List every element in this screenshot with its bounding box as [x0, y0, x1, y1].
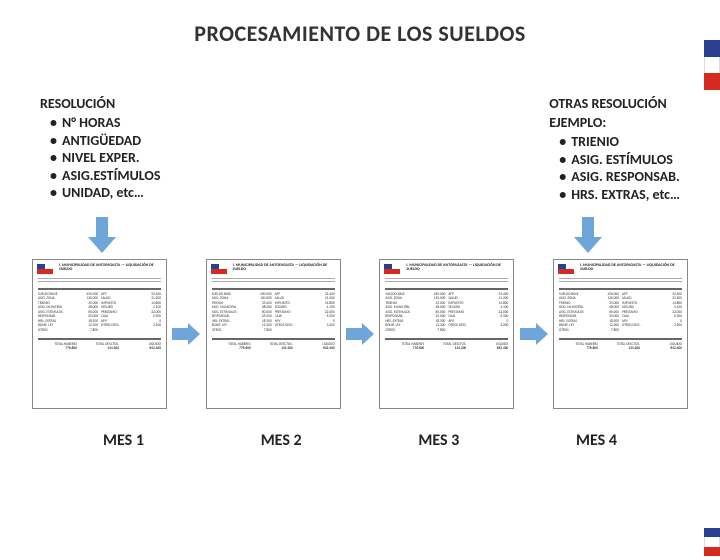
list-item: HRS. EXTRAS, etc…	[559, 186, 680, 204]
doc-title: I. MUNICIPALIDAD DE ANTOFAGASTA — LIQUID…	[406, 264, 509, 273]
flag-decoration-top	[704, 40, 720, 90]
flag-white	[704, 57, 720, 74]
doc-row: OTROS7.800	[385, 328, 445, 333]
doc-title: I. MUNICIPALIDAD DE ANTOFAGASTA — LIQUID…	[59, 264, 162, 273]
doc-row: OTROS7.800	[212, 328, 272, 333]
spacer	[191, 431, 213, 450]
list-item: ASIG. ESTÍMULOS	[559, 151, 680, 169]
chile-flag-icon	[384, 264, 400, 274]
list-item: ANTIGÜEDAD	[50, 132, 160, 150]
resolucion-left-list: N° HORASANTIGÜEDADNIVEL EXPER.ASIG.ESTÍM…	[40, 114, 160, 202]
chile-flag-icon	[558, 264, 574, 274]
resolucion-left-box: RESOLUCIÓN N° HORASANTIGÜEDADNIVEL EXPER…	[40, 95, 160, 203]
doc-row: OTROS DESC.3.200	[275, 323, 335, 328]
list-item: ASIG.ESTÍMULOS	[50, 167, 160, 185]
list-item: ASIG. RESPONSAB.	[559, 168, 680, 186]
resolucion-right-box: OTRAS RESOLUCIÓN EJEMPLO: TRIENIOASIG. E…	[549, 95, 680, 203]
page-title: PROCESAMIENTO DE LOS SUELDOS	[0, 20, 720, 47]
month-label: MES 3	[371, 431, 506, 450]
arrow-right-icon	[172, 323, 200, 345]
flag-blue	[704, 40, 720, 57]
spacer	[507, 431, 529, 450]
doc-row: OTROS7.800	[559, 328, 619, 333]
list-item: NIVEL EXPER.	[50, 149, 160, 167]
doc-body: SUELDO BASE450.000ASIG. ZONA120.000TRIEN…	[212, 278, 335, 404]
arrow-down-icon	[574, 217, 602, 253]
chile-flag-icon	[211, 264, 227, 274]
flag-blue	[704, 528, 720, 537]
month-label: MES 1	[56, 431, 191, 450]
chile-flag-icon	[37, 264, 53, 274]
resolucion-right-header2: EJEMPLO:	[549, 114, 680, 131]
doc-title: I. MUNICIPALIDAD DE ANTOFAGASTA — LIQUID…	[580, 264, 683, 273]
list-item: UNIDAD, etc…	[50, 184, 160, 202]
month-label: MES 4	[529, 431, 664, 450]
spacer	[349, 431, 371, 450]
flag-decoration-bottom	[704, 528, 720, 556]
doc-title: I. MUNICIPALIDAD DE ANTOFAGASTA — LIQUID…	[233, 264, 336, 273]
resolucion-left-header: RESOLUCIÓN	[40, 95, 160, 112]
list-item: N° HORAS	[50, 114, 160, 132]
doc-row: OTROS DESC.3.200	[448, 323, 508, 328]
list-item: TRIENIO	[559, 133, 680, 151]
resolucion-right-header1: OTRAS RESOLUCIÓN	[549, 95, 680, 112]
doc-body: SUELDO BASE450.000ASIG. ZONA120.000TRIEN…	[385, 278, 508, 404]
payslip-document: I. MUNICIPALIDAD DE ANTOFAGASTA — LIQUID…	[206, 259, 341, 409]
flag-white	[704, 537, 720, 546]
flag-red	[704, 547, 720, 556]
payslip-document: I. MUNICIPALIDAD DE ANTOFAGASTA — LIQUID…	[32, 259, 167, 409]
doc-row: OTROS DESC.3.200	[101, 323, 161, 328]
doc-body: SUELDO BASE450.000ASIG. ZONA120.000TRIEN…	[38, 278, 161, 404]
arrow-right-icon	[346, 323, 374, 345]
arrow-right-icon	[520, 323, 548, 345]
flag-red	[704, 73, 720, 90]
month-label: MES 2	[214, 431, 349, 450]
doc-body: SUELDO BASE450.000ASIG. ZONA120.000TRIEN…	[559, 278, 682, 404]
payslip-document: I. MUNICIPALIDAD DE ANTOFAGASTA — LIQUID…	[379, 259, 514, 409]
doc-row: OTROS DESC.3.200	[622, 323, 682, 328]
doc-row: OTROS7.800	[38, 328, 98, 333]
payslip-document: I. MUNICIPALIDAD DE ANTOFAGASTA — LIQUID…	[553, 259, 688, 409]
resolucion-right-list: TRIENIOASIG. ESTÍMULOSASIG. RESPONSAB.HR…	[549, 133, 680, 203]
arrow-down-icon	[88, 217, 116, 253]
